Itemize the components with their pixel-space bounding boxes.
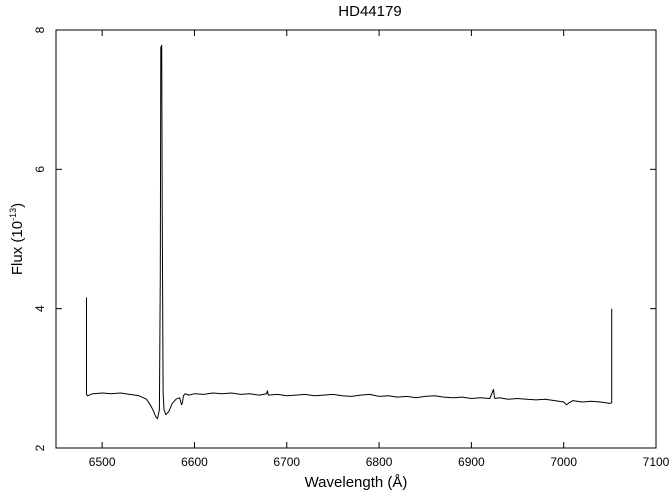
y-axis-label-exponent: -13 <box>8 207 18 221</box>
y-tick-label: 6 <box>33 166 47 173</box>
y-tick-label: 8 <box>33 26 47 33</box>
y-axis-label-prefix: Flux (10 <box>9 220 26 276</box>
x-tick-label: 7000 <box>550 455 577 469</box>
x-axis-ticks: 6500 6600 6700 6800 6900 7000 7100 <box>89 30 670 469</box>
y-axis-ticks: 2 4 6 8 <box>33 26 656 451</box>
x-tick-label: 7100 <box>643 455 670 469</box>
x-tick-label: 6700 <box>273 455 300 469</box>
x-tick-label: 6600 <box>181 455 208 469</box>
spectrum-line <box>86 44 613 420</box>
x-tick-label: 6500 <box>89 455 116 469</box>
x-axis-label: Wavelength (Å) <box>304 474 408 491</box>
y-axis-label-suffix: ) <box>9 202 26 208</box>
chart-title: HD44179 <box>338 3 402 20</box>
x-tick-label: 6800 <box>366 455 393 469</box>
y-axis-label: Flux (10-13) <box>8 184 26 294</box>
y-tick-label: 4 <box>33 305 47 312</box>
y-tick-label: 2 <box>33 444 47 451</box>
x-tick-label: 6900 <box>458 455 485 469</box>
plot-frame <box>55 29 657 449</box>
